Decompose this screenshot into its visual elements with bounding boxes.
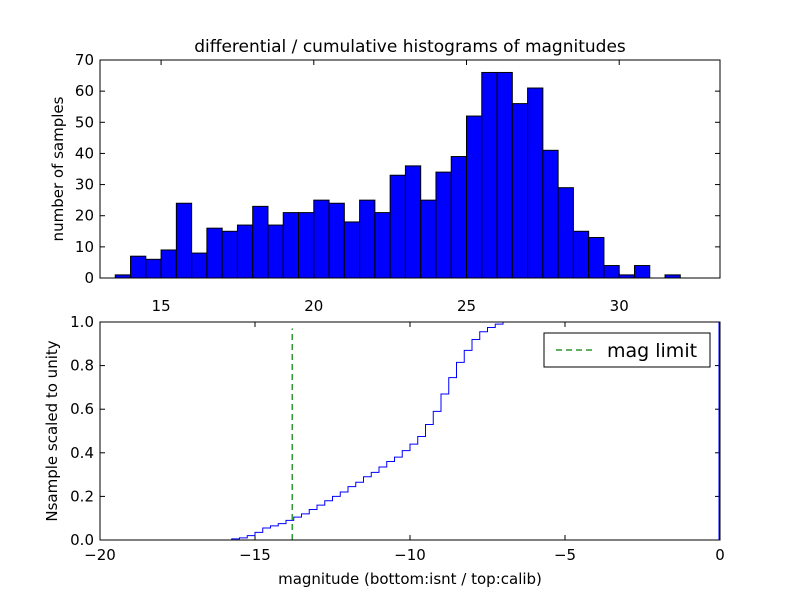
histogram-xtick-label: 20 — [304, 297, 323, 315]
histogram-bar — [313, 199, 330, 279]
histogram-bar — [130, 255, 147, 279]
histogram-ytick-label: 30 — [75, 176, 94, 194]
histogram-bar — [527, 87, 544, 279]
histogram-bar — [145, 258, 162, 279]
cumulative-ytick-label: 0.0 — [70, 531, 94, 549]
histogram-bar — [389, 174, 406, 279]
histogram-bar — [588, 237, 605, 279]
cumulative-step-line — [100, 321, 720, 541]
histogram-bar — [252, 205, 269, 279]
histogram-bars — [114, 71, 681, 279]
histogram-xtick-label: 15 — [152, 297, 171, 315]
histogram-xtick-label: 30 — [610, 297, 629, 315]
cumulative-ylabel: Nsample scaled to unity — [43, 340, 61, 521]
cumulative-ytick-label: 0.6 — [70, 400, 94, 418]
cumulative-ytick-label: 0.2 — [70, 487, 94, 505]
histogram-bar — [221, 230, 238, 279]
cumulative-ytick-label: 0.4 — [70, 444, 94, 462]
histogram-bar — [343, 221, 361, 279]
histogram-title: differential / cumulative histograms of … — [194, 37, 626, 57]
cumulative-panel: 0.0 0.2 0.4 0.6 0.8 1.0 −20 −15 −10 −5 0 Nsample s… — [43, 313, 725, 588]
histogram-ytick-label: 20 — [75, 207, 94, 225]
histogram-bar — [359, 199, 376, 279]
histogram-panel: differential / cumulative histograms of … — [49, 37, 721, 315]
histogram-bar — [236, 224, 254, 279]
histogram-frame — [99, 59, 721, 279]
histogram-bar — [191, 252, 208, 279]
histogram-ytick-label: 70 — [75, 51, 94, 69]
histogram-bar — [450, 156, 468, 279]
histogram-bar — [481, 71, 498, 279]
histogram-xtick-label: 25 — [457, 297, 476, 315]
histogram-bar — [282, 212, 300, 279]
histogram-ylabel: number of samples — [49, 96, 67, 241]
cumulative-ytick-label: 1.0 — [70, 313, 94, 331]
histogram-bar — [557, 187, 574, 279]
histogram-ytick-label: 60 — [75, 82, 94, 100]
cumulative-frame — [99, 321, 721, 541]
histogram-ytick-label: 50 — [75, 113, 94, 131]
cumulative-ytick-label: 0.8 — [70, 357, 94, 375]
histogram-bar — [603, 265, 620, 279]
histogram-ytick-label: 0 — [84, 269, 94, 287]
histogram-ytick-label: 10 — [75, 238, 94, 256]
histogram-bar — [572, 230, 590, 279]
histogram-ticks: 0 10 20 30 40 50 60 70 15 20 25 30 — [75, 51, 720, 315]
histogram-bar — [542, 149, 559, 279]
histogram-bar — [633, 265, 651, 279]
histogram-bar — [496, 71, 513, 279]
legend-mag-limit-label: mag limit — [607, 340, 697, 362]
histogram-bar — [328, 202, 345, 279]
cumulative-xtick-label: −20 — [84, 546, 116, 564]
histogram-bar — [404, 165, 422, 279]
histogram-bar — [420, 199, 437, 279]
histogram-bar — [374, 212, 391, 279]
histogram-bar — [175, 202, 193, 279]
histogram-bar — [206, 227, 223, 279]
histogram-bar — [160, 249, 177, 279]
cumulative-xtick-label: 0 — [715, 546, 725, 564]
histogram-bar — [466, 115, 483, 279]
legend: mag limit — [543, 332, 711, 368]
histogram-bar — [435, 171, 452, 279]
cumulative-xtick-label: −5 — [554, 546, 576, 564]
histogram-bar — [298, 212, 315, 279]
cumulative-xtick-label: −10 — [394, 546, 426, 564]
cumulative-xtick-label: −15 — [239, 546, 271, 564]
cumulative-xlabel: magnitude (bottom:isnt / top:calib) — [278, 570, 542, 588]
histogram-bar — [511, 103, 529, 279]
histogram-ytick-label: 40 — [75, 144, 94, 162]
histogram-bar — [267, 224, 284, 279]
